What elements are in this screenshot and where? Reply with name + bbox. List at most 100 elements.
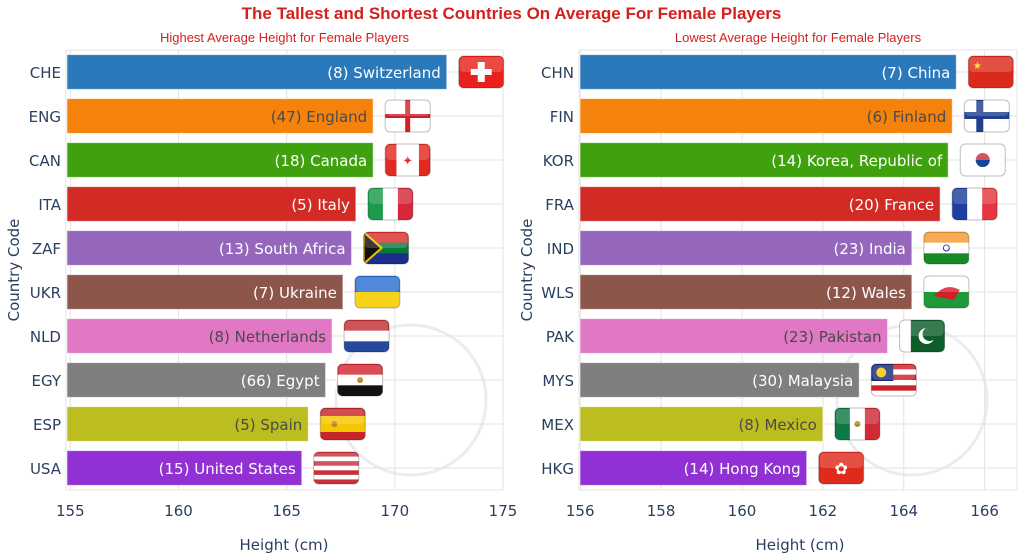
bar-label: (7) Ukraine (253, 284, 337, 302)
flag-esp-icon (319, 407, 366, 441)
y-tick-label: CAN (29, 152, 61, 170)
flag-ind-icon (923, 231, 970, 265)
bar-ukr (66, 274, 344, 310)
bar-ita (66, 186, 357, 222)
flag-fra-icon (951, 187, 998, 221)
flag-chn-icon: ★ (967, 55, 1014, 89)
bar-zaf (66, 230, 353, 266)
y-tick-label: ENG (29, 108, 61, 126)
bar-label: (14) Korea, Republic of (771, 152, 943, 170)
flag-wls-icon (923, 275, 970, 309)
x-tick-label: 166 (970, 502, 999, 520)
y-tick-label: ESP (33, 416, 61, 434)
y-tick-label: USA (30, 460, 62, 478)
y-tick-label: ITA (38, 196, 61, 214)
flag-mys-icon (870, 363, 917, 397)
bar-che (66, 54, 448, 90)
flag-mex-icon (834, 407, 881, 441)
bar-label: (23) Pakistan (783, 328, 881, 346)
y-tick-label: CHN (541, 64, 574, 82)
bar-egy (66, 362, 327, 398)
x-axis-title: Height (cm) (756, 536, 845, 554)
y-tick-label: ZAF (32, 240, 61, 258)
svg-text:★: ★ (973, 61, 982, 72)
bar-label: (14) Hong Kong (684, 460, 801, 478)
x-tick-label: 155 (56, 502, 85, 520)
bar-wls (579, 274, 913, 310)
bar-mex (579, 406, 824, 442)
right-chart-title: Lowest Average Height for Female Players (674, 30, 922, 45)
left-chart-title: Highest Average Height for Female Player… (159, 30, 410, 45)
x-tick-label: 164 (889, 502, 918, 520)
flag-ita-icon (367, 187, 414, 221)
bar-label: (6) Finland (867, 108, 947, 126)
y-tick-label: MEX (541, 416, 574, 434)
y-axis-title: Country Code (518, 219, 536, 322)
flag-usa-icon (313, 451, 360, 485)
x-tick-label: 160 (164, 502, 193, 520)
flag-pak-icon (899, 319, 946, 353)
bar-kor (579, 142, 949, 178)
x-axis-title: Height (cm) (240, 536, 329, 554)
x-tick-label: 162 (809, 502, 838, 520)
bar-pak (579, 318, 889, 354)
y-tick-label: EGY (31, 372, 61, 390)
bar-label: (8) Netherlands (209, 328, 327, 346)
bar-hkg (579, 450, 808, 486)
flag-nld-icon (343, 319, 390, 353)
x-tick-label: 158 (647, 502, 676, 520)
bar-can (66, 142, 374, 178)
flag-eng-icon (384, 99, 431, 133)
bar-label: (18) Canada (275, 152, 368, 170)
y-tick-label: WLS (541, 284, 574, 302)
x-tick-label: 170 (381, 502, 410, 520)
bar-label: (47) England (271, 108, 367, 126)
bar-fra (579, 186, 941, 222)
bar-mys (579, 362, 860, 398)
bar-esp (66, 406, 309, 442)
svg-text:✦: ✦ (402, 154, 413, 169)
flag-hkg-icon: ✿ (818, 451, 865, 485)
y-tick-label: FRA (545, 196, 574, 214)
main-title: The Tallest and Shortest Countries On Av… (241, 4, 782, 23)
x-tick-label: 156 (566, 502, 595, 520)
right-chart: 156 158 160 162 164 166 (7) China ★ CHN (6) Finla… (518, 49, 1018, 554)
x-tick-label: 165 (272, 502, 301, 520)
bar-label: (8) Mexico (738, 416, 816, 434)
bar-label: (13) South Africa (219, 240, 346, 258)
y-tick-label: IND (547, 240, 574, 258)
bar-ind (579, 230, 913, 266)
bar-label: (5) Italy (291, 196, 350, 214)
bar-label: (7) China (881, 64, 950, 82)
bar-label: (15) United States (159, 460, 296, 478)
y-axis-title: Country Code (5, 219, 23, 322)
x-tick-label: 160 (728, 502, 757, 520)
bar-label: (12) Wales (826, 284, 906, 302)
flag-fin-icon (963, 99, 1010, 133)
bar-fin (579, 98, 953, 134)
bar-label: (66) Egypt (241, 372, 320, 390)
x-tick-label: 175 (489, 502, 518, 520)
bar-label: (23) India (833, 240, 905, 258)
bar-label: (30) Malaysia (752, 372, 853, 390)
bar-nld (66, 318, 333, 354)
left-chart: 155 160 165 170 175 (8) Switzerland CHE (47) En… (5, 49, 518, 554)
flag-ukr-icon (354, 275, 401, 309)
watermark (334, 323, 488, 477)
y-tick-label: UKR (30, 284, 61, 302)
y-tick-label: FIN (550, 108, 574, 126)
flag-egy-icon (337, 363, 384, 397)
flag-che-icon (458, 55, 505, 89)
bar-eng (66, 98, 374, 134)
y-tick-label: PAK (546, 328, 575, 346)
bar-usa (66, 450, 303, 486)
bar-label: (5) Spain (234, 416, 302, 434)
y-tick-label: MYS (542, 372, 574, 390)
y-tick-label: NLD (30, 328, 61, 346)
bar-chn (579, 54, 957, 90)
flag-can-icon: ✦ (384, 143, 431, 177)
svg-text:✿: ✿ (834, 459, 847, 478)
bar-label: (8) Switzerland (327, 64, 441, 82)
